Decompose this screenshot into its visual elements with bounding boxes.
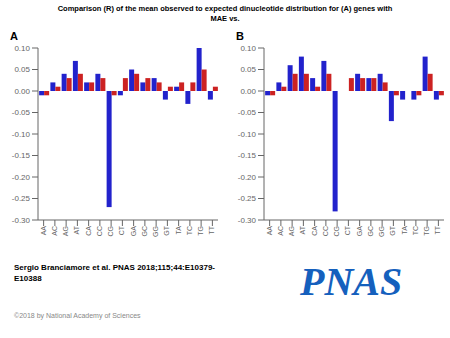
svg-text:-0.25: -0.25: [12, 194, 31, 203]
svg-text:CC: CC: [322, 226, 329, 236]
svg-text:-0.15: -0.15: [238, 151, 257, 160]
svg-text:AA: AA: [266, 226, 273, 236]
svg-text:CG: CG: [333, 226, 340, 237]
svg-text:CT: CT: [118, 225, 125, 235]
svg-text:GT: GT: [389, 225, 396, 235]
html-text:B: B: [236, 30, 244, 42]
svg-text:TA: TA: [175, 226, 182, 235]
html-text:PNAS: PNAS: [300, 259, 403, 304]
svg-text:AG: AG: [288, 226, 295, 236]
svg-text:-0.05: -0.05: [238, 108, 257, 117]
svg-text:CA: CA: [85, 226, 92, 236]
svg-text:CT: CT: [344, 225, 351, 235]
svg-text:AC: AC: [51, 226, 58, 236]
svg-text:0.05: 0.05: [240, 65, 256, 74]
svg-text:0.05: 0.05: [14, 65, 30, 74]
svg-text:TT: TT: [208, 225, 215, 234]
svg-text:GC: GC: [367, 226, 374, 237]
html-text:Comparison (R) of the mean obs: Comparison (R) of the mean observed to e…: [57, 4, 393, 13]
svg-text:AT: AT: [73, 225, 80, 234]
svg-text:-0.30: -0.30: [238, 216, 257, 225]
svg-text:-0.20: -0.20: [12, 173, 31, 182]
html-text:A: A: [10, 30, 18, 42]
svg-text:GC: GC: [141, 226, 148, 237]
svg-text:-0.30: -0.30: [12, 216, 31, 225]
svg-text:AC: AC: [277, 226, 284, 236]
svg-text:GA: GA: [130, 226, 137, 236]
html-text:©2018 by National Academy of S: ©2018 by National Academy of Sciences: [14, 312, 141, 319]
svg-text:TA: TA: [401, 226, 408, 235]
svg-text:TG: TG: [423, 226, 430, 236]
svg-text:-0.25: -0.25: [238, 194, 257, 203]
svg-text:AG: AG: [62, 226, 69, 236]
svg-text:0.00: 0.00: [240, 87, 256, 96]
svg-text:CA: CA: [311, 226, 318, 236]
html-text:Sergio Branciamore et al. PNAS: Sergio Branciamore et al. PNAS 2018;115;…: [14, 263, 215, 283]
svg-text:-0.05: -0.05: [12, 108, 31, 117]
svg-text:GG: GG: [378, 226, 385, 237]
svg-text:TC: TC: [412, 226, 419, 235]
svg-text:TG: TG: [197, 226, 204, 236]
svg-text:-0.20: -0.20: [238, 173, 257, 182]
svg-text:-0.15: -0.15: [12, 151, 31, 160]
svg-text:0.00: 0.00: [14, 87, 30, 96]
svg-text:0.10: 0.10: [14, 44, 30, 53]
svg-text:TC: TC: [186, 226, 193, 235]
svg-text:0.10: 0.10: [240, 44, 256, 53]
svg-text:AT: AT: [299, 225, 306, 234]
html-text:MAE vs.: MAE vs.: [210, 14, 240, 23]
svg-text:GG: GG: [152, 226, 159, 237]
svg-text:-0.10: -0.10: [238, 130, 257, 139]
svg-text:GA: GA: [356, 226, 363, 236]
svg-text:GT: GT: [163, 225, 170, 235]
svg-text:TT: TT: [434, 225, 441, 234]
svg-text:-0.10: -0.10: [12, 130, 31, 139]
svg-text:CC: CC: [96, 226, 103, 236]
svg-text:CG: CG: [107, 226, 114, 237]
svg-text:AA: AA: [40, 226, 47, 236]
